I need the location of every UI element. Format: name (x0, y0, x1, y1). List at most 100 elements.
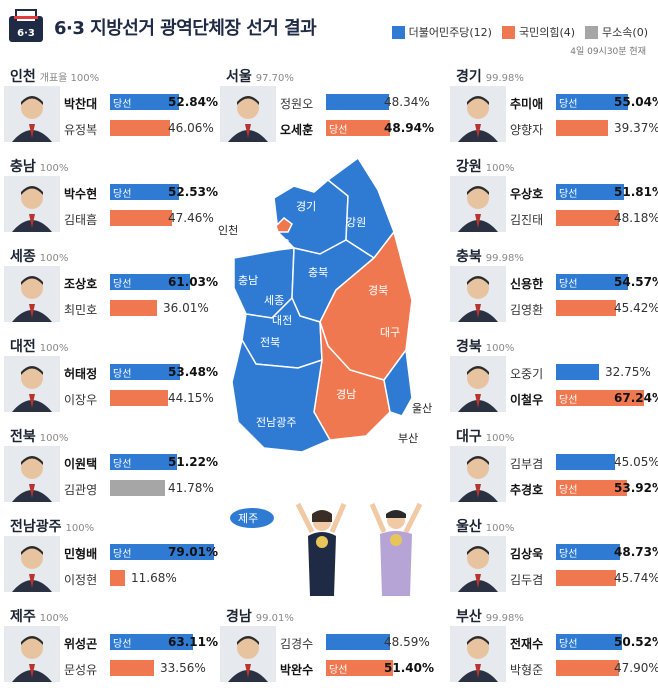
map-label-jeonnam-gwangju: 전남광주 (256, 416, 296, 429)
counting-rate: 100% (39, 253, 69, 264)
region-name: 강원 100% (456, 156, 514, 176)
candidate-photo (4, 86, 60, 142)
vote-bar (110, 480, 165, 496)
region-name: 부산 99.98% (456, 606, 524, 626)
won-label: 당선 (113, 279, 132, 290)
candidate-name: 김태흠 (64, 213, 98, 227)
map-label-gyeongnam: 경남 (336, 388, 356, 401)
map-seoul (275, 217, 293, 233)
candidate-photo (220, 86, 276, 142)
won-label: 당선 (113, 99, 132, 110)
person-icon (450, 176, 506, 232)
person-icon (220, 626, 276, 682)
region-card: 경남 99.01% 김경수 48.59% 박완수 당선 51.40% (216, 606, 434, 684)
legend-item-ppp: 국민의힘(4) (501, 24, 575, 40)
candidate-photo (450, 266, 506, 322)
candidate-photo (450, 446, 506, 502)
person-icon (4, 266, 60, 322)
legend-swatch-ppp (501, 25, 515, 39)
candidate-row: 정원오 48.34% (280, 92, 430, 112)
candidate-photo (450, 86, 506, 142)
vote-share: 36.01% (163, 301, 209, 315)
vote-bar (326, 94, 389, 110)
region-title: 제주 (10, 609, 36, 625)
region-card: 충남 100% 박수현 당선 52.53% 김태흠 47.46% (0, 156, 218, 234)
page-title: 6·3 지방선거 광역단체장 선거 결과 (54, 18, 317, 39)
candidate-row: 양향자 39.37% (510, 118, 658, 138)
candidate-photo (4, 536, 60, 592)
candidate-row: 김두겸 45.74% (510, 568, 658, 588)
vote-share: 32.75% (605, 365, 651, 379)
map-label-gyeongbuk: 경북 (368, 284, 388, 297)
vote-share: 46.06% (168, 121, 214, 135)
vote-share: 51.40% (384, 661, 434, 675)
won-label: 당선 (113, 549, 132, 560)
candidate-name: 박완수 (280, 663, 314, 677)
vote-share: 47.90% (614, 661, 658, 675)
celebrating-figures-illustration (295, 502, 423, 596)
vote-bar (110, 210, 172, 226)
map-label-jeju: 제주 (238, 512, 258, 525)
region-name: 울산 100% (456, 516, 514, 536)
map-label-daegu: 대구 (380, 326, 400, 339)
map-jeonnam (231, 338, 332, 453)
candidate-row: 위성곤 당선 63.11% (64, 632, 218, 652)
candidate-row: 신용한 당선 54.57% (510, 272, 658, 292)
updated-timestamp: 4일 09시30분 현재 (570, 47, 646, 57)
candidate-row: 이원택 당선 51.22% (64, 452, 218, 472)
region-card: 제주 100% 위성곤 당선 63.11% 문성유 33.56% (0, 606, 218, 684)
vote-share: 41.78% (168, 481, 214, 495)
counting-rate: 99.01% (255, 613, 294, 624)
map-label-gyeonggi: 경기 (296, 200, 316, 213)
won-label: 당선 (559, 395, 578, 406)
candidate-row: 이철우 당선 67.24% (510, 388, 658, 408)
counting-rate: 100% (485, 343, 515, 354)
map-jeju (230, 508, 274, 528)
candidate-row: 우상호 당선 51.81% (510, 182, 658, 202)
candidate-row: 박찬대 당선 52.84% (64, 92, 218, 112)
vote-bar (556, 660, 619, 676)
candidate-name: 양향자 (510, 123, 544, 137)
candidate-name: 우상호 (510, 187, 544, 201)
counting-rate: 개표율 100% (39, 73, 100, 84)
won-label: 당선 (559, 189, 578, 200)
vote-share: 44.15% (168, 391, 214, 405)
region-title: 경남 (226, 609, 252, 625)
region-name: 경북 100% (456, 336, 514, 356)
counting-rate: 100% (39, 433, 69, 444)
region-name: 경기 99.98% (456, 66, 524, 86)
candidate-row: 김상욱 당선 48.73% (510, 542, 658, 562)
counting-rate: 99.98% (485, 253, 524, 264)
candidate-row: 조상호 당선 61.03% (64, 272, 218, 292)
candidate-name: 허태정 (64, 367, 98, 381)
map-ulsan-busan (383, 348, 413, 417)
candidate-name: 박수현 (64, 187, 98, 201)
map-label-seoul: 서울 (270, 238, 290, 251)
candidate-row: 이장우 44.15% (64, 388, 214, 408)
candidate-name: 조상호 (64, 277, 98, 291)
region-title: 전남광주 (10, 519, 62, 535)
vote-share: 45.05% (614, 455, 658, 469)
won-label: 당선 (329, 665, 348, 676)
candidate-photo (4, 176, 60, 232)
vote-share: 45.42% (614, 301, 658, 315)
candidate-name: 김관영 (64, 483, 98, 497)
candidate-name: 김진태 (510, 213, 544, 227)
vote-share: 45.74% (614, 571, 658, 585)
vote-share: 48.73% (614, 545, 658, 559)
counting-rate: 100% (39, 163, 69, 174)
candidate-row: 김부겸 45.05% (510, 452, 658, 472)
candidate-name: 민형배 (64, 547, 98, 561)
map-label-gangwon: 강원 (346, 216, 366, 229)
region-name: 충북 99.98% (456, 246, 524, 266)
candidate-name: 추경호 (510, 483, 544, 497)
region-card: 대전 100% 허태정 당선 53.48% 이장우 44.15% (0, 336, 218, 414)
korea-map: 경기 서울 인천 강원 충남 세종 충북 대전 경북 대구 전북 경남 울산 부… (218, 156, 432, 528)
vote-share: 33.56% (160, 661, 206, 675)
counting-rate: 99.98% (485, 613, 524, 624)
legend-label-dem: 더불어민주당(12) (408, 26, 492, 39)
map-label-ulsan: 울산 (412, 402, 432, 415)
vote-bar (556, 210, 619, 226)
